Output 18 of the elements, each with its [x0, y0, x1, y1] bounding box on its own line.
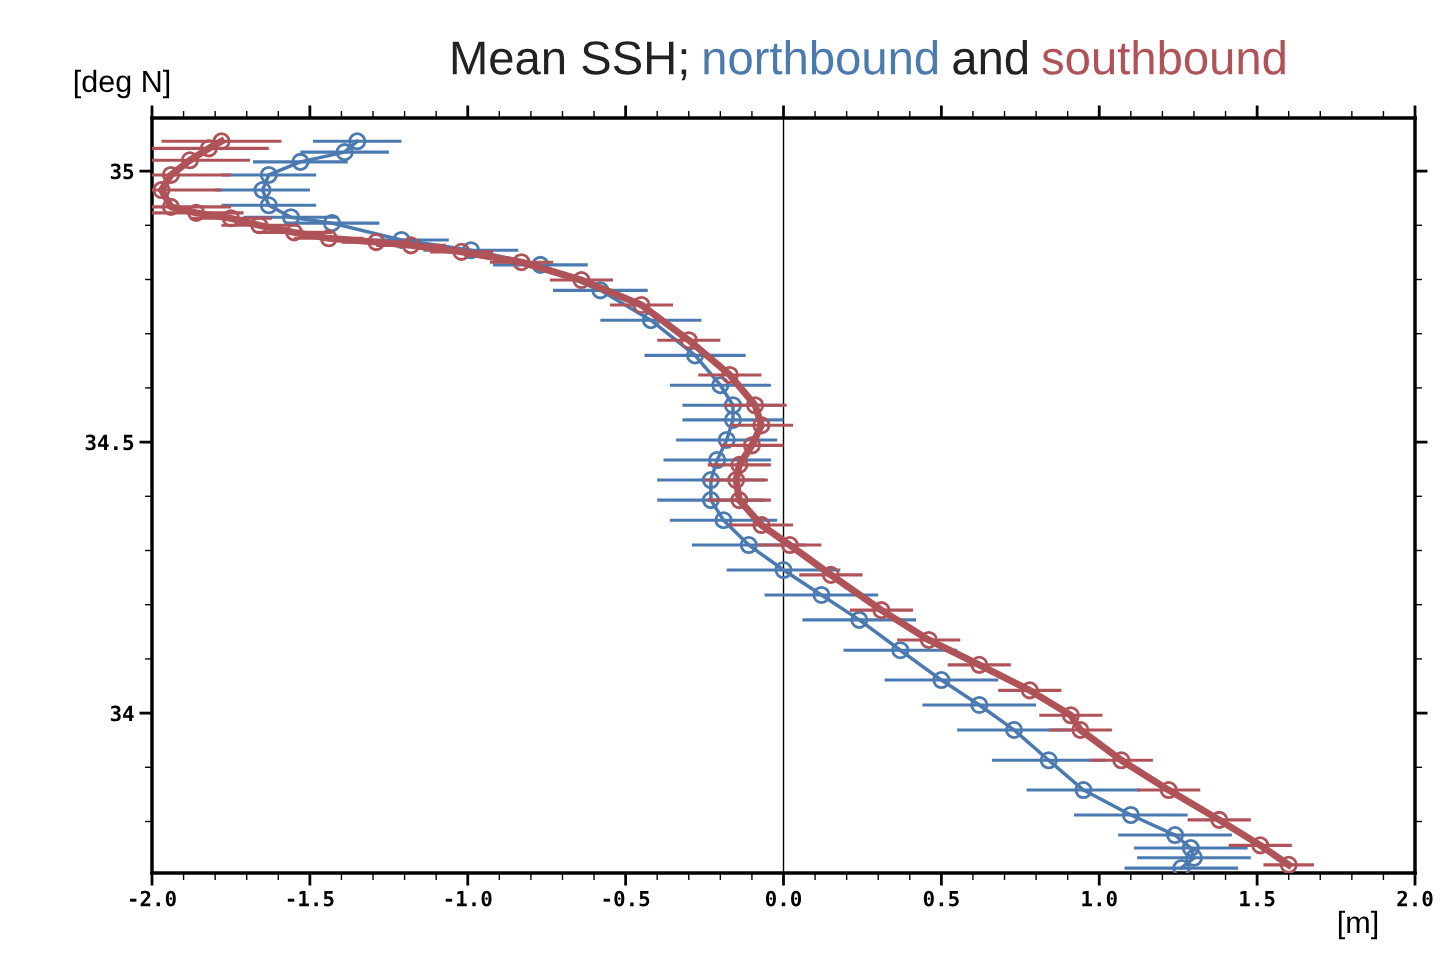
- y-tick-label: 34: [110, 705, 134, 722]
- text: and: [953, 39, 1028, 75]
- x-tick-label: 0.0: [765, 890, 802, 907]
- y-tick-label: 35: [110, 163, 134, 180]
- x-tick-label: 0.5: [923, 890, 959, 907]
- x-tick-label: -1.5: [287, 891, 334, 907]
- chart-title: Mean SSH;: [452, 41, 687, 81]
- x-axis-title: [m]: [1338, 910, 1378, 940]
- text: northbound: [704, 39, 938, 75]
- y-tick-label: 34.5: [85, 434, 134, 451]
- x-tick-label: 1.5: [1240, 891, 1275, 907]
- text: southbound: [1042, 39, 1285, 75]
- x-tick-label: -0.5: [603, 890, 650, 907]
- x-tick-label: -1.0: [445, 890, 492, 907]
- x-tick-label: 2.0: [1397, 890, 1433, 907]
- y-axis-title: [deg N]: [74, 69, 170, 99]
- x-tick-label: -2.0: [129, 890, 176, 907]
- x-tick-label: 1.0: [1082, 890, 1117, 907]
